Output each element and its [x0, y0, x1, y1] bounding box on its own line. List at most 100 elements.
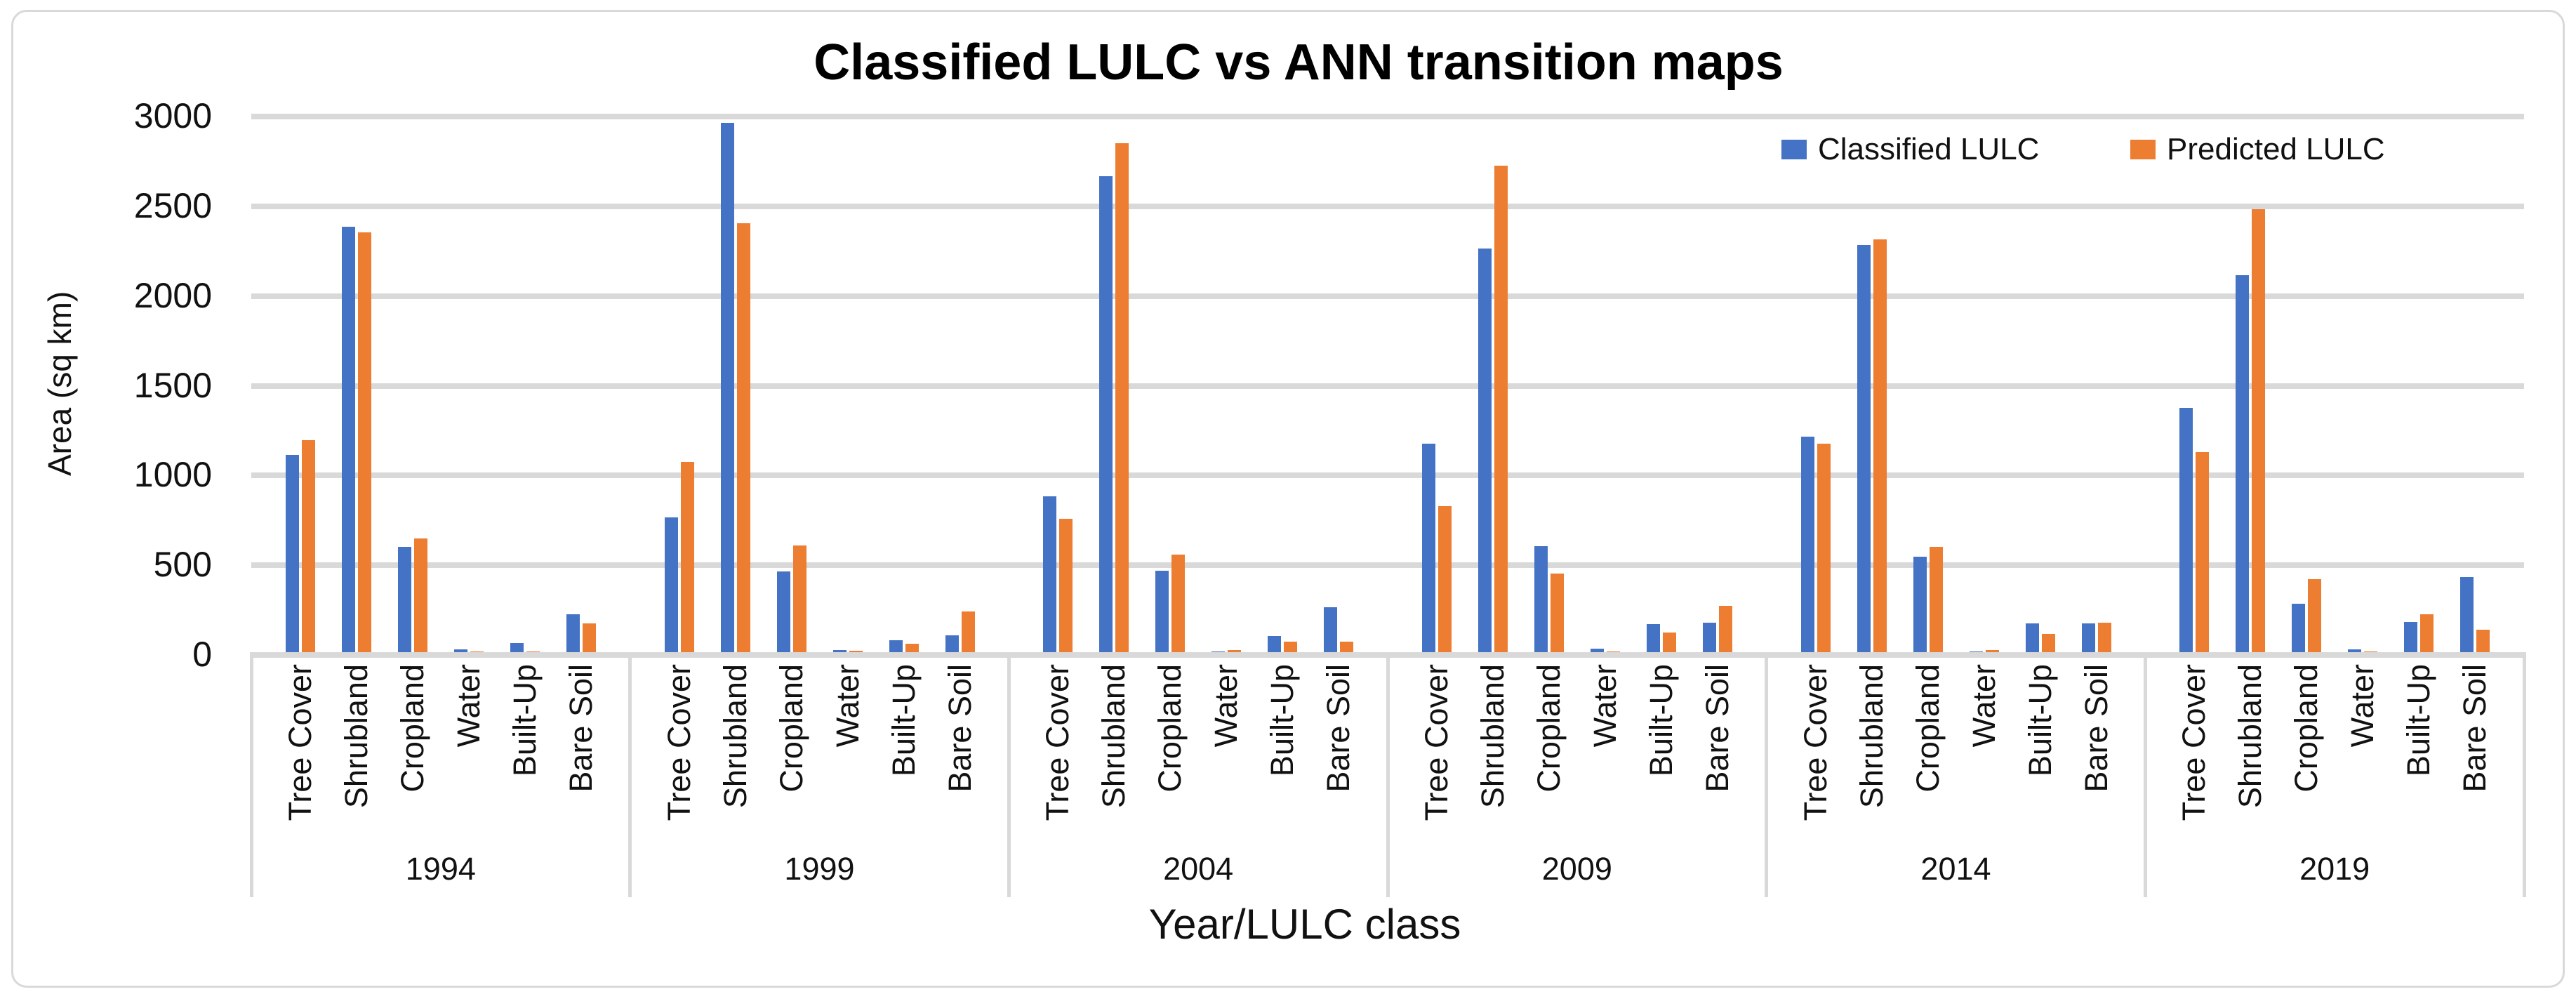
category-label-2019-water: Water [2344, 664, 2381, 748]
legend-swatch-classified-icon [1781, 140, 1807, 159]
category-label-2004-shrubland: Shrubland [1096, 664, 1132, 809]
bar-predicted-1994-shrubland [358, 232, 371, 652]
bar-predicted-2009-built-up [1663, 633, 1676, 652]
category-label-2009-built-up: Built-Up [1643, 664, 1679, 777]
group-divider-2 [1007, 652, 1011, 897]
bar-classified-2004-built-up [1268, 636, 1281, 652]
y-tick-label-500: 500 [153, 545, 212, 585]
legend-item-predicted: Predicted LULC [2130, 132, 2385, 167]
gridline-500 [251, 562, 2524, 569]
y-tick-label-3000: 3000 [133, 96, 212, 135]
bar-classified-2014-bare-soil [2082, 623, 2095, 652]
bar-predicted-2009-shrubland [1494, 166, 1508, 652]
category-label-2009-cropland: Cropland [1531, 664, 1567, 793]
category-label-1999-shrubland: Shrubland [717, 664, 753, 809]
gridline-2500 [251, 203, 2524, 209]
bar-classified-1994-water [454, 649, 467, 652]
bar-predicted-2019-bare-soil [2476, 630, 2490, 652]
bar-classified-2019-cropland [2292, 604, 2305, 652]
year-label-1999: 1999 [784, 851, 855, 887]
x-axis-title: Year/LULC class [1148, 901, 1461, 948]
bar-predicted-1999-bare-soil [962, 611, 975, 652]
category-label-1994-shrubland: Shrubland [338, 664, 374, 809]
bar-predicted-1999-built-up [905, 644, 919, 652]
category-label-2014-shrubland: Shrubland [1853, 664, 1890, 809]
legend-label-predicted: Predicted LULC [2167, 132, 2385, 166]
bar-classified-1994-cropland [398, 547, 411, 652]
category-label-1999-built-up: Built-Up [885, 664, 922, 777]
bar-classified-1999-tree-cover [665, 517, 678, 652]
category-label-2004-bare-soil: Bare Soil [1320, 664, 1357, 793]
bar-classified-1999-shrubland [721, 123, 734, 652]
bar-predicted-2014-water [1986, 650, 1999, 652]
gridline-3000 [251, 114, 2524, 119]
bar-classified-2014-water [1970, 651, 1983, 652]
chart-border [11, 10, 2565, 988]
category-label-2009-shrubland: Shrubland [1475, 664, 1511, 809]
bar-predicted-2014-built-up [2042, 634, 2055, 652]
category-label-2004-tree-cover: Tree Cover [1040, 664, 1076, 821]
category-label-2014-bare-soil: Bare Soil [2078, 664, 2114, 793]
category-label-2004-water: Water [1208, 664, 1244, 748]
bar-predicted-1999-shrubland [737, 223, 750, 652]
bar-classified-1999-built-up [889, 640, 903, 652]
y-tick-label-0: 0 [192, 635, 212, 674]
group-divider-3 [1386, 652, 1390, 897]
bar-predicted-2009-bare-soil [1719, 606, 1732, 652]
gridline-1500 [251, 383, 2524, 389]
category-label-1994-cropland: Cropland [394, 664, 430, 793]
bar-predicted-1999-tree-cover [681, 462, 694, 652]
bar-predicted-1994-cropland [414, 538, 427, 652]
category-label-1994-water: Water [451, 664, 486, 748]
bar-predicted-2014-tree-cover [1817, 444, 1831, 652]
category-label-2014-cropland: Cropland [1909, 664, 1946, 793]
bar-classified-1994-built-up [510, 643, 524, 652]
bar-predicted-1994-built-up [526, 651, 540, 652]
category-label-2014-built-up: Built-Up [2021, 664, 2058, 777]
bar-predicted-1994-water [470, 651, 484, 652]
bar-classified-2014-cropland [1913, 557, 1927, 652]
year-label-2019: 2019 [2299, 851, 2370, 887]
bar-classified-2019-built-up [2404, 622, 2417, 652]
y-tick-label-2000: 2000 [133, 275, 212, 315]
y-tick-label-1500: 1500 [133, 365, 212, 405]
bar-predicted-2014-shrubland [1873, 239, 1887, 652]
bar-predicted-2004-tree-cover [1059, 519, 1073, 652]
year-label-2004: 2004 [1163, 851, 1234, 887]
bar-predicted-2004-cropland [1171, 555, 1185, 652]
bar-predicted-2019-tree-cover [2196, 452, 2209, 652]
bar-predicted-2004-shrubland [1115, 143, 1129, 652]
bar-predicted-2009-tree-cover [1438, 506, 1452, 652]
y-tick-label-1000: 1000 [133, 455, 212, 495]
y-tick-label-2500: 2500 [133, 185, 212, 225]
category-label-1994-built-up: Built-Up [507, 664, 543, 777]
bar-predicted-2004-built-up [1284, 642, 1297, 652]
year-label-2009: 2009 [1541, 851, 1612, 887]
category-label-2009-bare-soil: Bare Soil [1699, 664, 1735, 793]
year-label-1994: 1994 [405, 851, 476, 887]
bar-classified-1999-cropland [777, 571, 790, 652]
bar-classified-2014-tree-cover [1801, 437, 1814, 652]
bar-classified-1994-shrubland [342, 227, 355, 652]
bar-classified-2009-tree-cover [1422, 444, 1435, 652]
gridline-1000 [251, 472, 2524, 479]
bar-classified-2009-built-up [1647, 624, 1660, 652]
bar-predicted-2019-built-up [2420, 614, 2434, 652]
bar-predicted-2004-bare-soil [1340, 642, 1353, 652]
category-label-2019-shrubland: Shrubland [2232, 664, 2269, 809]
bar-predicted-1999-cropland [793, 545, 806, 652]
bar-classified-2004-shrubland [1099, 176, 1113, 652]
bar-classified-1994-tree-cover [286, 455, 299, 652]
bar-predicted-2019-water [2364, 651, 2377, 652]
gridline-2000 [251, 293, 2524, 299]
category-label-2009-tree-cover: Tree Cover [1419, 664, 1454, 821]
legend-item-classified: Classified LULC [1781, 132, 2039, 167]
category-label-1999-water: Water [829, 664, 865, 748]
category-label-2014-tree-cover: Tree Cover [1797, 664, 1833, 821]
category-label-1999-cropland: Cropland [773, 664, 809, 793]
bar-classified-2004-bare-soil [1324, 607, 1337, 652]
group-divider-6 [2523, 652, 2526, 897]
category-label-1999-bare-soil: Bare Soil [941, 664, 978, 793]
group-divider-0 [250, 652, 253, 897]
